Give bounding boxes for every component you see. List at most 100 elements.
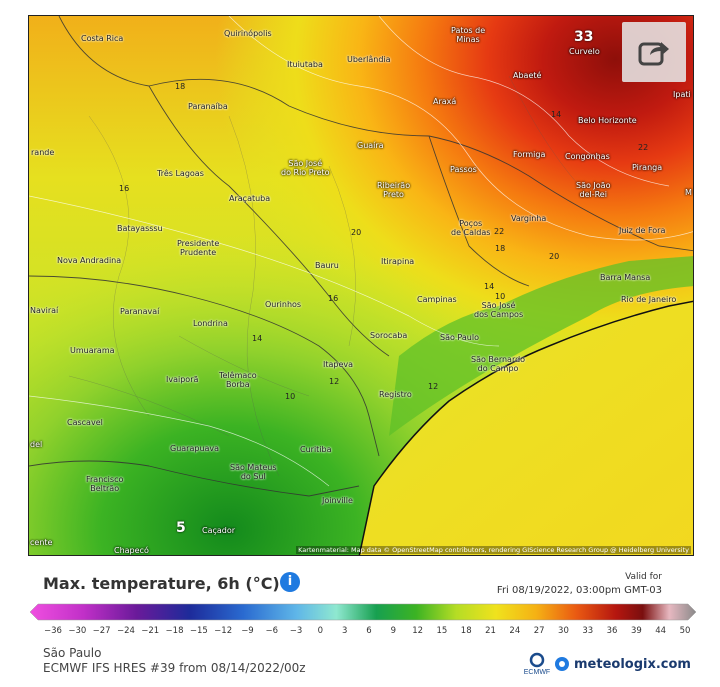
scale-tick-label: −18 [165, 626, 184, 636]
valid-date: Fri 08/19/2022, 03:00pm GMT-03 [496, 585, 662, 596]
city-label: São José dos Campos [474, 301, 524, 319]
scale-tick-label: −6 [265, 626, 279, 636]
city-label: Chapecó [114, 546, 149, 555]
city-label: Paranavaí [120, 307, 160, 316]
share-icon [638, 42, 669, 66]
scale-tick-label: 6 [366, 626, 372, 636]
city-label: Batayasssu [117, 224, 163, 233]
scale-tick-label: −30 [68, 626, 87, 636]
isoline-label: 14 [252, 334, 263, 343]
scale-tick-label: 30 [558, 626, 569, 636]
city-label: Presidente Prudente [177, 239, 220, 257]
color-scale [30, 603, 696, 621]
city-label: Congonhas [565, 152, 610, 161]
city-label: Curitiba [300, 445, 332, 454]
city-label: Ourinhos [265, 300, 302, 309]
city-label: Guarapuava [170, 444, 220, 453]
city-label: M [685, 188, 692, 197]
city-label: Varginha [511, 214, 547, 223]
scale-tick-label: 50 [679, 626, 691, 636]
city-label: Registro [379, 390, 412, 399]
isoline-label: 12 [428, 382, 439, 391]
city-label: Caçador [202, 526, 236, 535]
meteologix-icon [555, 657, 569, 671]
scale-tick-label: −15 [189, 626, 208, 636]
isoline-label: 20 [351, 228, 362, 237]
city-label: Quirinópolis [224, 29, 272, 38]
city-label: Araxá [433, 97, 457, 106]
scale-tick-label: 27 [533, 626, 545, 636]
city-label: São José do Rio Preto [281, 159, 330, 177]
city-label: Belo Horizonte [578, 116, 637, 125]
city-label: Uberlândia [347, 55, 391, 64]
city-label: Araçatuba [229, 194, 271, 203]
isoline-label: 10 [495, 292, 506, 301]
city-label: Umuarama [70, 346, 115, 355]
city-label: Cascavel [67, 418, 103, 427]
city-label: Sorocaba [370, 331, 408, 340]
isoline-label: 10 [285, 392, 296, 401]
map-canvas [29, 16, 693, 555]
scale-tick-label: 24 [509, 626, 521, 636]
city-label: Telêmaco Borba [219, 371, 257, 389]
scale-tick-label: −24 [116, 626, 135, 636]
city-label: Formiga [513, 150, 546, 159]
city-label: Paranaíba [188, 102, 228, 111]
isoline-label: 18 [495, 244, 506, 253]
city-label: Francisco Beltrão [86, 475, 124, 493]
city-label: Três Lagoas [157, 169, 204, 178]
city-label: Poços de Caldas [451, 219, 491, 237]
city-label: Londrina [193, 319, 228, 328]
isoline-label: 16 [119, 184, 130, 193]
city-label: Nova Andradina [57, 256, 122, 265]
scale-tick-label: 3 [341, 626, 348, 636]
city-label: Guaíra [357, 141, 384, 150]
brand-name: meteologix.com [574, 656, 691, 672]
scale-tick-label: 18 [460, 626, 472, 636]
isoline-label: 20 [549, 252, 560, 261]
scale-tick-label: −3 [289, 626, 303, 636]
city-label: Itapeva [323, 360, 354, 369]
city-label: Ituiutaba [287, 60, 323, 69]
city-label: Piranga [632, 163, 663, 172]
scale-tick-label: −9 [241, 626, 254, 636]
city-label: São Paulo [440, 333, 479, 342]
city-label: São Mateus do Sul [230, 463, 277, 481]
share-button[interactable] [622, 22, 686, 82]
city-label: Costa Rica [81, 34, 124, 43]
meteologix-logo[interactable]: ECMWF meteologix.com [520, 652, 691, 676]
city-label: São Bernardo do Campo [471, 355, 526, 373]
city-label: Ribeirão Preto [377, 181, 411, 199]
temperature-map[interactable]: Costa Rica Quirinópolis Patos de Minas C… [28, 15, 694, 556]
scale-tick-label: −21 [141, 626, 160, 636]
scale-tick-label: −12 [214, 626, 233, 636]
scale-tick-label: 0 [317, 626, 324, 636]
city-label: Barra Mansa [600, 273, 651, 282]
scale-tick-label: 15 [436, 626, 448, 636]
scale-tick-label: 33 [582, 626, 594, 636]
scale-tick-label: 36 [606, 626, 618, 636]
city-label: Rio de Janeiro [621, 295, 677, 304]
city-label: Juiz de Fora [619, 226, 666, 235]
isoline-label: 12 [329, 377, 340, 386]
city-label: Ipati [673, 90, 691, 99]
svg-text:ECMWF: ECMWF [524, 669, 550, 676]
isoline-label: 22 [494, 227, 505, 236]
scale-tick-label: −27 [92, 626, 111, 636]
isoline-label: 14 [551, 110, 562, 119]
city-label: Patos de Minas [451, 26, 486, 44]
scale-tick-label: 39 [630, 626, 642, 636]
info-icon[interactable]: i [280, 572, 300, 592]
city-label: Itirapina [381, 257, 415, 266]
scale-tick-label: 12 [412, 626, 424, 636]
isoline-label: 5 [176, 520, 186, 536]
city-label: Abaeté [513, 71, 542, 80]
city-label: Passos [450, 165, 477, 174]
city-label: rande [31, 148, 55, 157]
region-name: São Paulo [43, 646, 102, 660]
scale-tick-label: 44 [655, 626, 667, 636]
scale-tick-label: −36 [44, 626, 62, 636]
map-attribution: Kartenmaterial: Map data © OpenStreetMap… [296, 546, 691, 554]
legend-title: Max. temperature, 6h (°C) [43, 574, 280, 593]
scale-tick-label: 9 [390, 626, 397, 636]
